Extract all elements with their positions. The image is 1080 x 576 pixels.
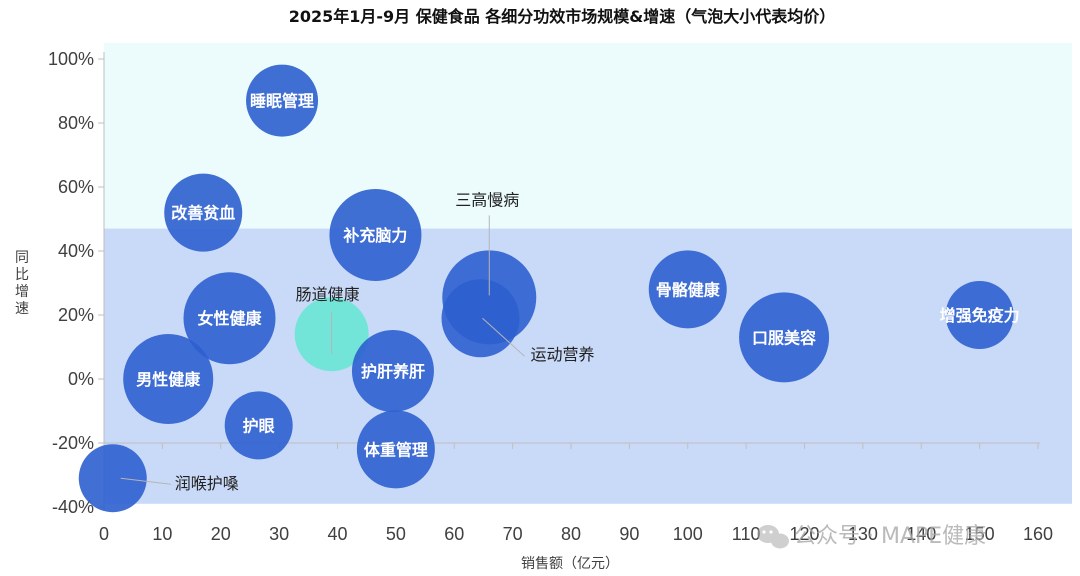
axes: 100% 80% 60% 40% 20% 0% -20% -40%0 10 20 30 40 50 60 7… <box>15 49 1053 544</box>
bubble-label: 增强免疫力 <box>940 306 1020 325</box>
x-tick-label: 120 <box>789 524 819 544</box>
bubble-label: 运动营养 <box>531 345 595 364</box>
x-tick-label: 0 <box>99 524 109 544</box>
x-tick-label: 90 <box>619 524 639 544</box>
y-axis-title-char: 增 <box>15 284 29 300</box>
x-tick-label: 100 <box>673 524 703 544</box>
bubble-label: 护肝养肝 <box>361 362 425 381</box>
band-1 <box>104 228 1072 504</box>
y-tick-label: 20% <box>58 305 94 325</box>
bubble-12[interactable] <box>351 330 434 412</box>
bubble-9[interactable] <box>183 272 276 365</box>
x-tick-label: 20 <box>211 524 231 544</box>
y-axis-title-char: 比 <box>15 267 29 283</box>
bubble-label: 改善贫血 <box>171 204 235 223</box>
bubble-label: 体重管理 <box>364 440 428 459</box>
watermark-text: 公众号 · MAPE健康 <box>794 524 986 549</box>
x-tick-label: 10 <box>152 524 172 544</box>
y-tick-label: 100% <box>48 49 94 69</box>
bubble-label: 男性健康 <box>136 370 201 389</box>
bubble-label: 补充脑力 <box>342 226 407 245</box>
bubble-14[interactable] <box>356 410 435 489</box>
x-tick-label: 110 <box>732 524 761 544</box>
watermark: 公众号 · MAPE健康 <box>757 524 986 549</box>
bubble-label: 润喉护嗓 <box>175 474 239 493</box>
x-tick-label: 140 <box>906 524 936 544</box>
bubble-11[interactable] <box>123 334 214 424</box>
y-tick-label: -40% <box>52 497 94 517</box>
bubble-5[interactable] <box>441 279 520 358</box>
x-tick-label: 50 <box>386 524 406 544</box>
bubbles <box>78 64 1014 513</box>
y-axis-title-char: 同 <box>15 250 29 266</box>
bubble-8[interactable] <box>945 281 1014 349</box>
bubble-2[interactable] <box>164 173 243 252</box>
x-tick-label: 30 <box>269 524 289 544</box>
x-tick-label: 70 <box>503 524 523 544</box>
y-tick-label: 40% <box>58 241 94 261</box>
y-tick-label: 0% <box>68 369 94 389</box>
x-tick-label: 80 <box>561 524 581 544</box>
bubble-1[interactable] <box>246 64 319 137</box>
y-axis-title-char: 速 <box>15 301 29 317</box>
leader-line <box>482 317 525 357</box>
x-tick-label: 60 <box>444 524 464 544</box>
x-tick-label: 40 <box>327 524 347 544</box>
y-tick-label: 80% <box>58 113 94 133</box>
bubble-6[interactable] <box>648 250 727 329</box>
x-axis-title: 销售额（亿元） <box>521 556 619 572</box>
y-tick-label: 60% <box>58 177 94 197</box>
bubble-7[interactable] <box>739 292 830 383</box>
band-0 <box>104 43 1072 229</box>
x-tick-label: 130 <box>848 524 878 544</box>
bubble-label: 护眼 <box>243 416 275 435</box>
leader-line <box>120 477 171 485</box>
bubble-label: 睡眠管理 <box>250 92 314 111</box>
bubble-label: 肠道健康 <box>296 285 360 304</box>
leader-lines <box>120 215 525 485</box>
bubble-label: 口服美容 <box>752 328 816 347</box>
bubble-label: 女性健康 <box>197 309 262 328</box>
bubble-13[interactable] <box>224 391 293 460</box>
y-tick-label: -20% <box>52 433 94 453</box>
x-tick-label: 150 <box>965 524 995 544</box>
x-tick-label: 160 <box>1023 524 1053 544</box>
bubble-label: 三高慢病 <box>455 190 519 209</box>
wechat-icon <box>757 525 789 549</box>
bubble-3[interactable] <box>329 189 422 281</box>
bubble-15[interactable] <box>78 444 147 513</box>
bubble-label: 骨骼健康 <box>656 280 721 299</box>
chart-title: 2025年1月-9月 保健食品 各细分功效市场规模&增速（气泡大小代表均价） <box>289 7 836 26</box>
